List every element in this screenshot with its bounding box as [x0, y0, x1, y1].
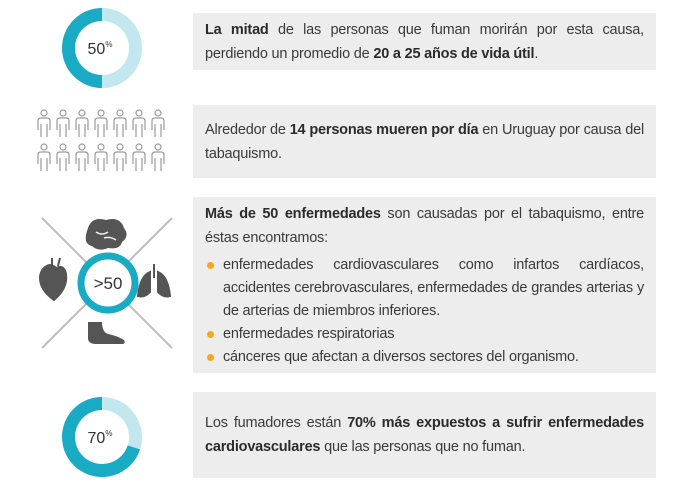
heart-icon [38, 257, 68, 302]
person-body [75, 151, 89, 171]
donut-unit: % [105, 429, 112, 438]
bullet-item: enfermedades respiratorias [205, 323, 644, 346]
info-text: Los fumadores están 70% más expuestos a … [205, 411, 644, 459]
text-run: . [534, 45, 539, 62]
text-run: Los fumadores están [205, 415, 348, 431]
text-run: La mitad [205, 21, 269, 38]
donuts: 50%70% [61, 8, 142, 478]
person-head [40, 109, 48, 117]
person-head [78, 109, 86, 117]
info-text: Alrededor de 14 personas mueren por día … [205, 118, 644, 166]
person-head [59, 143, 67, 151]
donut-value [61, 8, 102, 88]
donut-value [62, 397, 141, 478]
text-run: 14 personas mueren por día [289, 121, 479, 138]
lungs-icon [136, 264, 172, 298]
person-head [154, 143, 162, 151]
foot-icon [88, 322, 125, 344]
text-run: son causadas por el tabaquismo, entre és… [205, 205, 645, 246]
donut-label: 70% [88, 429, 113, 447]
person-body [151, 151, 165, 171]
person-body [113, 151, 127, 171]
icons: >50 50%70% [37, 8, 173, 478]
text-run: Más de 50 enfermedades [205, 205, 381, 222]
brain-icon [85, 219, 127, 250]
text-run: Alrededor de [205, 121, 290, 138]
people-icons [37, 109, 165, 171]
person-body [151, 117, 165, 137]
person-body [75, 117, 89, 137]
person-body [113, 117, 127, 137]
person-body [132, 151, 146, 171]
info-box: Los fumadores están 70% más expuestos a … [193, 392, 656, 478]
person-head [116, 143, 124, 151]
text-run: 70% más expuestos a sufrir enfermedades … [205, 415, 644, 455]
person-head [135, 109, 143, 117]
badge-ring [77, 252, 139, 314]
person-head [59, 109, 67, 117]
info-box: La mitad de las personas que fuman morir… [193, 13, 656, 70]
person-head [135, 143, 143, 151]
text-run: que las personas que no fuman. [320, 439, 526, 455]
person-body [56, 117, 70, 137]
bullet-item: enfermedades cardiovasculares como infar… [205, 254, 644, 323]
person-body [94, 117, 108, 137]
text-run: 20 a 25 años de vida útil [373, 45, 535, 62]
info-box: Alrededor de 14 personas mueren por día … [193, 105, 656, 178]
donut-label: 50% [88, 40, 113, 58]
donut-number: 50 [88, 41, 106, 58]
donut-unit: % [105, 40, 112, 49]
person-body [94, 151, 108, 171]
text-run: en Uruguay por causa del tabaquismo. [205, 121, 644, 162]
info-text: Más de 50 enfermedades son causadas por … [205, 202, 644, 250]
bullet-item: cánceres que afectan a diversos sectores… [205, 346, 644, 369]
badge-label: >50 [94, 274, 123, 293]
person-head [97, 143, 105, 151]
person-body [37, 151, 51, 171]
disease-diagram: >50 [38, 217, 173, 349]
person-head [78, 143, 86, 151]
person-body [56, 151, 70, 171]
person-body [132, 117, 146, 137]
info-box: Más de 50 enfermedades son causadas por … [193, 197, 656, 373]
person-head [116, 109, 124, 117]
person-head [40, 143, 48, 151]
bullet-list: enfermedades cardiovasculares como infar… [205, 254, 644, 369]
donut-number: 70 [88, 430, 106, 447]
person-head [97, 109, 105, 117]
person-body [37, 117, 51, 137]
info-text: La mitad de las personas que fuman morir… [205, 18, 644, 66]
text-run: de las personas que fuman morirán por es… [205, 21, 644, 62]
person-head [154, 109, 162, 117]
